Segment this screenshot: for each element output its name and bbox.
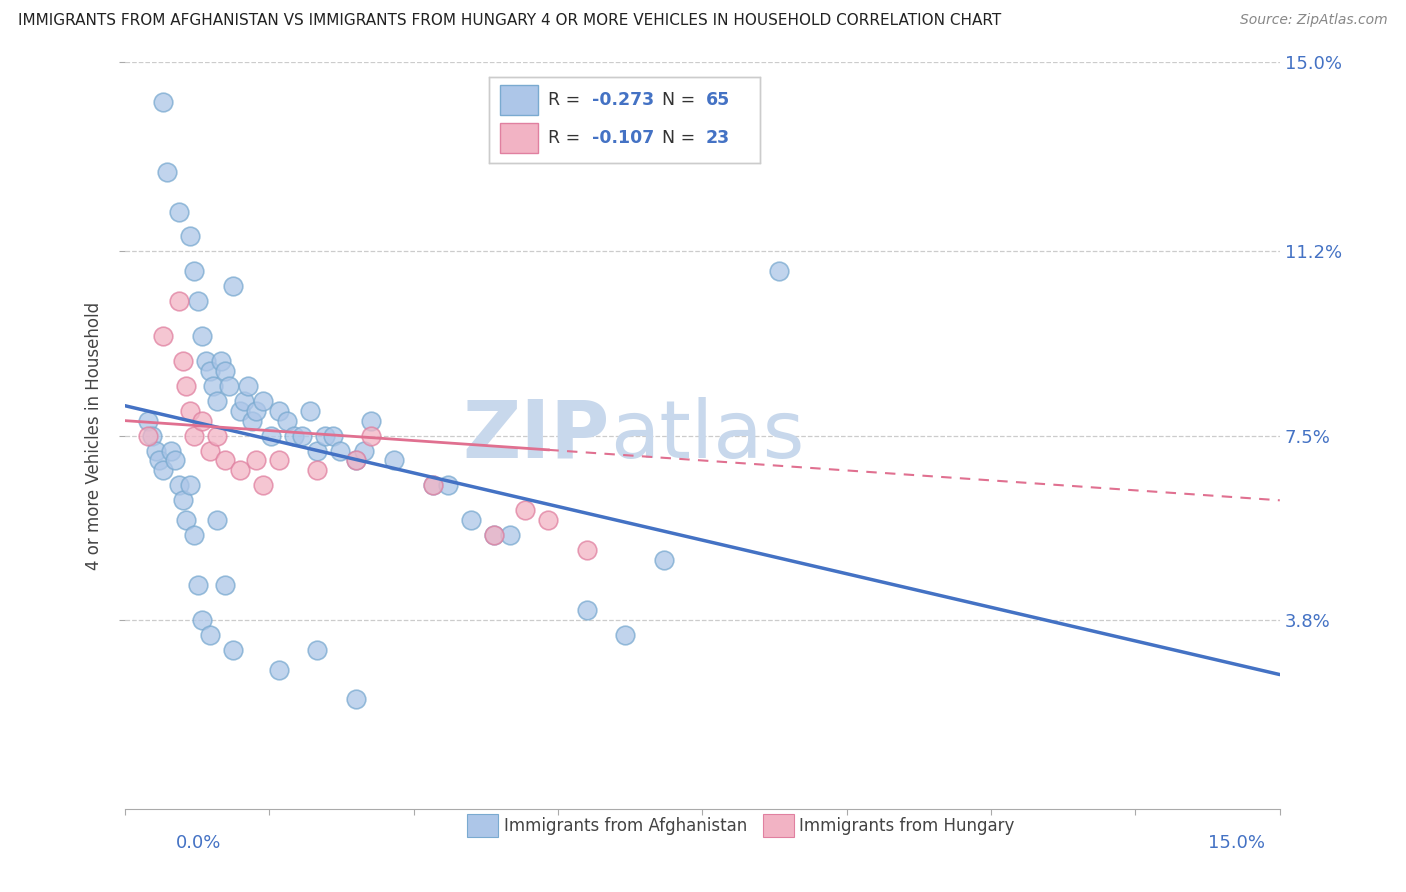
Y-axis label: 4 or more Vehicles in Household: 4 or more Vehicles in Household — [86, 301, 103, 570]
Point — [229, 403, 252, 417]
Point — [422, 478, 444, 492]
Point — [183, 528, 205, 542]
Point — [353, 443, 375, 458]
Text: Immigrants from Afghanistan: Immigrants from Afghanistan — [503, 817, 748, 835]
Point — [252, 393, 274, 408]
Point — [360, 428, 382, 442]
Point — [202, 378, 225, 392]
Point — [245, 453, 267, 467]
Point — [179, 403, 201, 417]
Text: Source: ZipAtlas.com: Source: ZipAtlas.com — [1240, 13, 1388, 28]
Point — [652, 553, 675, 567]
Point — [183, 428, 205, 442]
Point — [515, 503, 537, 517]
Point — [221, 279, 243, 293]
Point — [537, 513, 560, 527]
Point — [276, 414, 298, 428]
Point — [152, 463, 174, 477]
Point — [176, 378, 198, 392]
Point — [205, 513, 228, 527]
Point — [218, 378, 240, 392]
Point — [260, 428, 283, 442]
Point — [156, 164, 179, 178]
Point — [167, 204, 190, 219]
Point — [214, 453, 236, 467]
Point — [205, 393, 228, 408]
Point — [214, 364, 236, 378]
Point — [614, 628, 637, 642]
Point — [183, 264, 205, 278]
Point — [229, 463, 252, 477]
Point — [291, 428, 314, 442]
Point — [214, 578, 236, 592]
Point — [267, 403, 290, 417]
Point — [768, 264, 790, 278]
Text: 0.0%: 0.0% — [176, 834, 221, 852]
Text: ZIP: ZIP — [463, 397, 610, 475]
Point — [499, 528, 522, 542]
Point — [148, 453, 170, 467]
Point — [382, 453, 405, 467]
Point — [484, 528, 506, 542]
Point — [245, 403, 267, 417]
Point — [152, 95, 174, 109]
Point — [360, 414, 382, 428]
Text: IMMIGRANTS FROM AFGHANISTAN VS IMMIGRANTS FROM HUNGARY 4 OR MORE VEHICLES IN HOU: IMMIGRANTS FROM AFGHANISTAN VS IMMIGRANT… — [18, 13, 1001, 29]
Point — [344, 692, 367, 706]
Point — [298, 403, 321, 417]
Point — [252, 478, 274, 492]
Point — [575, 603, 598, 617]
Point — [221, 642, 243, 657]
Point — [191, 329, 214, 343]
Point — [167, 294, 190, 309]
Point — [422, 478, 444, 492]
Point — [233, 393, 256, 408]
Point — [307, 443, 329, 458]
Point — [136, 414, 159, 428]
Point — [307, 642, 329, 657]
Point — [145, 443, 167, 458]
Point — [141, 428, 163, 442]
Point — [267, 663, 290, 677]
Point — [179, 478, 201, 492]
Point — [344, 453, 367, 467]
Text: Immigrants from Hungary: Immigrants from Hungary — [799, 817, 1015, 835]
Point — [187, 578, 209, 592]
Point — [160, 443, 183, 458]
Point — [283, 428, 305, 442]
Point — [484, 528, 506, 542]
Point — [198, 628, 221, 642]
Point — [437, 478, 460, 492]
Point — [322, 428, 344, 442]
Point — [167, 478, 190, 492]
Point — [307, 463, 329, 477]
Point — [209, 354, 232, 368]
Point — [236, 378, 259, 392]
Text: 15.0%: 15.0% — [1208, 834, 1265, 852]
Point — [191, 414, 214, 428]
Point — [176, 513, 198, 527]
Point — [172, 493, 194, 508]
Point — [240, 414, 263, 428]
Text: atlas: atlas — [610, 397, 804, 475]
Point — [163, 453, 186, 467]
Point — [194, 354, 217, 368]
Point — [329, 443, 352, 458]
Point — [172, 354, 194, 368]
Point — [187, 294, 209, 309]
Point — [198, 364, 221, 378]
Point — [314, 428, 336, 442]
Point — [136, 428, 159, 442]
Point — [344, 453, 367, 467]
Point — [179, 229, 201, 244]
Point — [205, 428, 228, 442]
Point — [152, 329, 174, 343]
Point — [267, 453, 290, 467]
Point — [198, 443, 221, 458]
Point — [191, 613, 214, 627]
Point — [575, 543, 598, 558]
Point — [460, 513, 482, 527]
